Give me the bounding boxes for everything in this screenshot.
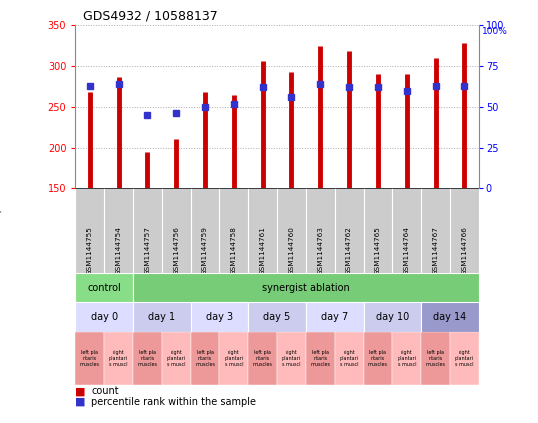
Bar <box>104 332 133 385</box>
Text: 100%: 100% <box>482 27 507 36</box>
Text: right
plantari
s muscl: right plantari s muscl <box>397 350 416 367</box>
Bar <box>190 332 220 385</box>
Text: right
plantari
s muscl: right plantari s muscl <box>167 350 186 367</box>
Text: left pla
ntaris
muscles: left pla ntaris muscles <box>310 350 330 367</box>
Text: ▶: ▶ <box>0 207 1 216</box>
Text: GSM1144755: GSM1144755 <box>87 226 93 275</box>
Bar <box>335 332 364 385</box>
Text: GSM1144761: GSM1144761 <box>260 226 266 275</box>
Text: GSM1144763: GSM1144763 <box>317 226 323 275</box>
Bar <box>421 302 479 332</box>
Text: right
plantari
s muscl: right plantari s muscl <box>224 350 243 367</box>
Text: left pla
ntaris
muscles: left pla ntaris muscles <box>253 350 273 367</box>
Text: ■: ■ <box>75 397 86 407</box>
Text: day 0: day 0 <box>90 312 118 322</box>
Bar <box>364 302 421 332</box>
Text: GSM1144758: GSM1144758 <box>231 226 237 275</box>
Text: GDS4932 / 10588137: GDS4932 / 10588137 <box>83 10 218 23</box>
Bar <box>364 332 392 385</box>
Text: left pla
ntaris
muscles: left pla ntaris muscles <box>80 350 100 367</box>
Bar <box>248 302 306 332</box>
Text: right
plantari
s muscl: right plantari s muscl <box>455 350 474 367</box>
Text: percentile rank within the sample: percentile rank within the sample <box>91 397 257 407</box>
Bar <box>306 332 335 385</box>
Text: GSM1144757: GSM1144757 <box>144 226 151 275</box>
Bar <box>190 302 248 332</box>
Text: left pla
ntaris
muscles: left pla ntaris muscles <box>137 350 158 367</box>
Text: day 3: day 3 <box>206 312 233 322</box>
Text: day 5: day 5 <box>264 312 291 322</box>
Text: GSM1144767: GSM1144767 <box>433 226 438 275</box>
Text: day 14: day 14 <box>434 312 466 322</box>
Text: right
plantari
s muscl: right plantari s muscl <box>282 350 301 367</box>
Bar <box>306 302 364 332</box>
Bar <box>133 273 479 302</box>
Text: ■: ■ <box>75 386 86 396</box>
Bar <box>220 332 248 385</box>
Bar <box>421 332 450 385</box>
Text: day 1: day 1 <box>148 312 175 322</box>
Text: control: control <box>87 283 121 293</box>
Text: GSM1144756: GSM1144756 <box>173 226 179 275</box>
Text: left pla
ntaris
muscles: left pla ntaris muscles <box>195 350 215 367</box>
Text: GSM1144766: GSM1144766 <box>462 226 468 275</box>
Text: day 7: day 7 <box>321 312 348 322</box>
Text: count: count <box>91 386 119 396</box>
Bar <box>133 302 190 332</box>
Bar <box>75 302 133 332</box>
Bar <box>75 273 133 302</box>
Text: GSM1144762: GSM1144762 <box>346 226 352 275</box>
Text: GSM1144765: GSM1144765 <box>375 226 381 275</box>
Bar <box>162 332 190 385</box>
Bar <box>75 332 104 385</box>
Text: GSM1144764: GSM1144764 <box>404 226 410 275</box>
Text: GSM1144759: GSM1144759 <box>202 226 208 275</box>
Text: ▶: ▶ <box>0 207 1 216</box>
Text: synergist ablation: synergist ablation <box>262 283 350 293</box>
Bar <box>133 332 162 385</box>
Text: day 10: day 10 <box>376 312 409 322</box>
Text: right
plantari
s muscl: right plantari s muscl <box>339 350 359 367</box>
Text: left pla
ntaris
muscles: left pla ntaris muscles <box>368 350 388 367</box>
Text: GSM1144754: GSM1144754 <box>116 226 122 275</box>
Bar <box>277 332 306 385</box>
Text: left pla
ntaris
muscles: left pla ntaris muscles <box>426 350 445 367</box>
Text: GSM1144760: GSM1144760 <box>288 226 294 275</box>
Bar <box>450 332 479 385</box>
Bar <box>248 332 277 385</box>
Text: ▶: ▶ <box>0 207 1 216</box>
Text: right
plantari
s muscl: right plantari s muscl <box>109 350 128 367</box>
Bar <box>392 332 421 385</box>
